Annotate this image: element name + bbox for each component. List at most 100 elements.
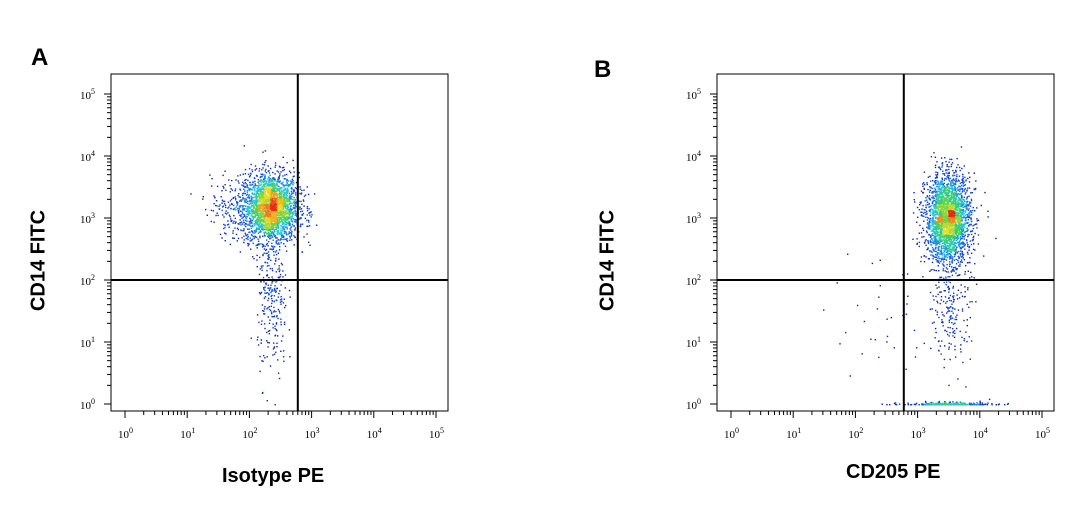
panel-a-event-dot	[266, 292, 268, 294]
panel-b-event-dot	[935, 171, 937, 173]
panel-a-event-dot	[259, 220, 261, 222]
panel-a-event-dot	[268, 189, 271, 191]
panel-a-event-dot	[277, 178, 279, 180]
panel-b-event-dot	[919, 224, 921, 227]
panel-b-event-dot	[951, 268, 954, 271]
panel-a-event-dot	[272, 217, 274, 220]
panel-a-event-dot	[289, 184, 291, 186]
panel-a-event-dot	[245, 194, 248, 196]
panel-a-event-dot	[268, 229, 270, 231]
panel-a-event-dot	[299, 188, 301, 190]
panel-a-event-dot	[273, 229, 275, 231]
panel-a-event-dot	[267, 227, 269, 229]
panel-a-event-dot	[267, 236, 270, 238]
panel-a-event-dot	[261, 227, 263, 230]
panel-a-event-dot	[273, 306, 275, 309]
panel-a-event-dot	[277, 317, 279, 320]
panel-a-event-dot	[266, 242, 268, 245]
panel-a-event-dot	[265, 216, 267, 218]
panel-a-event-dot	[288, 192, 291, 194]
panel-a-event-dot	[291, 239, 293, 241]
panel-b-event-dot	[914, 201, 916, 203]
panel-a-event-dot	[282, 226, 284, 228]
panel-a-event-dot	[221, 202, 223, 204]
panel-b-event-dot	[967, 245, 969, 247]
panel-b-event-dot	[952, 287, 954, 289]
panel-a-event-dot	[209, 174, 211, 176]
panel-a-event-dot	[269, 197, 271, 199]
panel-a-event-dot	[262, 204, 264, 206]
panel-a-event-dot	[251, 200, 253, 202]
panel-b-event-dot	[938, 257, 941, 260]
panel-b-event-dot	[949, 332, 951, 334]
panel-a-event-dot	[273, 300, 275, 303]
panel-a-event-dot	[276, 230, 278, 233]
panel-b-event-dot	[907, 295, 909, 297]
panel-a-event-dot	[278, 265, 280, 267]
panel-a-event-dot	[275, 183, 278, 185]
panel-b-event-dot	[929, 214, 931, 216]
panel-b-event-dot	[924, 211, 926, 214]
panel-b-event-dot	[970, 224, 972, 226]
panel-a-event-dot	[287, 200, 290, 203]
panel-a-event-dot	[260, 211, 263, 213]
panel-a-event-dot	[278, 226, 280, 229]
panel-b-event-dot	[937, 190, 939, 192]
panel-a-event-dot	[250, 337, 252, 339]
panel-b-event-dot	[932, 295, 934, 297]
panel-a-event-dot	[281, 233, 284, 235]
panel-a-event-dot	[255, 211, 257, 214]
panel-b-event-dot	[964, 223, 966, 226]
panel-a-event-dot	[247, 179, 249, 182]
panel-a-event-dot	[286, 181, 288, 184]
panel-a-event-dot	[308, 208, 310, 210]
panel-b-event-dot	[962, 177, 964, 180]
panel-b-event-dot	[955, 258, 957, 261]
panel-a-event-dot	[271, 242, 273, 245]
panel-a-event-dot	[233, 237, 235, 239]
panel-a-event-dot	[281, 198, 284, 200]
panel-b-event-dot	[952, 301, 954, 303]
panel-a-event-dot	[279, 198, 281, 201]
panel-b-event-dot	[918, 241, 921, 244]
panel-a-event-dot	[294, 206, 296, 208]
panel-a-event-dot	[258, 220, 260, 222]
panel-a-event-dot	[244, 173, 247, 175]
panel-a-event-dot	[267, 211, 269, 213]
panel-a-event-dot	[251, 209, 254, 211]
panel-a-event-dot	[267, 251, 270, 253]
panel-a-event-dot	[301, 223, 304, 225]
panel-a-event-dot	[263, 206, 266, 209]
panel-b-event-dot	[934, 194, 936, 197]
panel-b-event-dot	[995, 237, 997, 240]
panel-b-event-dot	[930, 250, 932, 252]
panel-a-event-dot	[262, 178, 265, 181]
panel-a-event-dot	[271, 276, 273, 278]
panel-a-event-dot	[258, 181, 260, 183]
panel-a-event-dot	[256, 247, 258, 249]
panel-a-event-dot	[280, 323, 282, 326]
panel-a-event-dot	[243, 197, 245, 200]
panel-a-event-dot	[282, 169, 284, 172]
panel-a-event-dot	[251, 170, 254, 173]
panel-a-event-dot	[248, 203, 250, 205]
panel-b-event-dot	[954, 356, 957, 358]
panel-a-event-dot	[260, 189, 262, 191]
panel-a-event-dot	[252, 211, 254, 214]
panel-a-event-dot	[268, 219, 270, 221]
panel-b-event-dot	[931, 214, 933, 216]
panel-a-event-dot	[307, 219, 310, 222]
panel-b-event-dot	[962, 173, 964, 176]
panel-a-event-dot	[255, 221, 258, 224]
panel-a-event-dot	[267, 316, 269, 318]
panel-b-event-dot	[964, 291, 966, 293]
panel-a-event-dot	[285, 231, 287, 234]
panel-b-event-dot	[959, 254, 962, 256]
panel-a-event-dot	[267, 176, 270, 178]
panel-a-event-dot	[260, 183, 263, 185]
panel-a-event-dot	[242, 205, 244, 207]
panel-a-event-dot	[256, 188, 258, 190]
panel-b-event-dot	[930, 224, 932, 226]
panel-b-event-dot	[938, 186, 940, 188]
panel-a-event-dot	[274, 404, 276, 406]
